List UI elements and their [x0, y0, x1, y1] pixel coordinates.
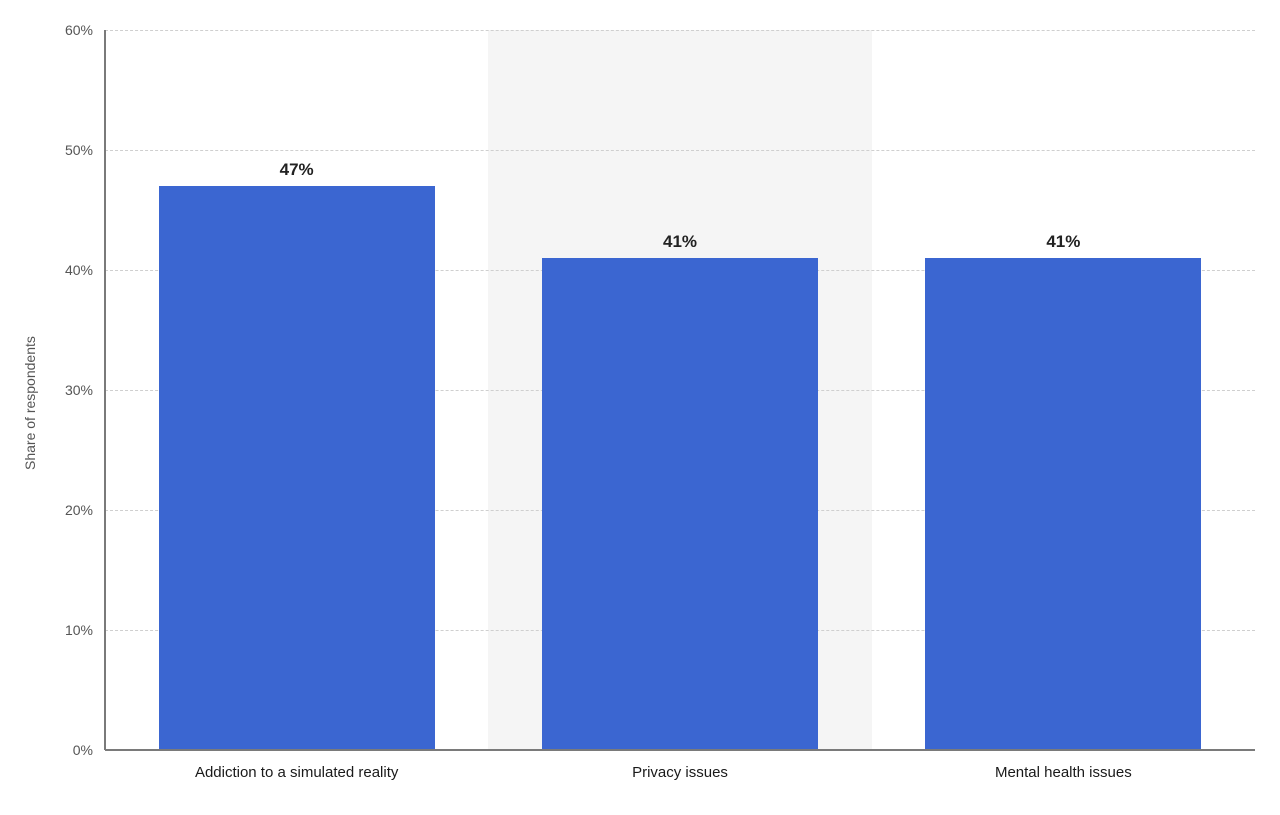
y-axis-line — [104, 30, 106, 750]
bar-value-label: 41% — [1046, 232, 1080, 252]
plot-area: 0%10%20%30%40%50%60%47%Addiction to a si… — [105, 30, 1255, 750]
bar — [542, 258, 818, 750]
x-tick-label: Mental health issues — [995, 750, 1132, 781]
y-tick-label: 60% — [65, 22, 105, 38]
bar-value-label: 41% — [663, 232, 697, 252]
y-tick-label: 20% — [65, 502, 105, 518]
x-axis-line — [105, 749, 1255, 751]
gridline — [105, 150, 1255, 151]
y-tick-label: 0% — [73, 742, 105, 758]
x-tick-label: Addiction to a simulated reality — [195, 750, 398, 781]
gridline — [105, 30, 1255, 31]
x-tick-label: Privacy issues — [632, 750, 728, 781]
y-tick-label: 10% — [65, 622, 105, 638]
bar-value-label: 47% — [280, 160, 314, 180]
bar-chart: 0% 10% 20% 30% 40% 50% 60% 47% Addiction to a si… — [0, 0, 1280, 815]
y-axis-label: Share of respondents — [22, 336, 38, 470]
y-tick-label: 50% — [65, 142, 105, 158]
y-tick-label: 30% — [65, 382, 105, 398]
bar — [925, 258, 1201, 750]
y-tick-label: 40% — [65, 262, 105, 278]
bar — [159, 186, 435, 750]
